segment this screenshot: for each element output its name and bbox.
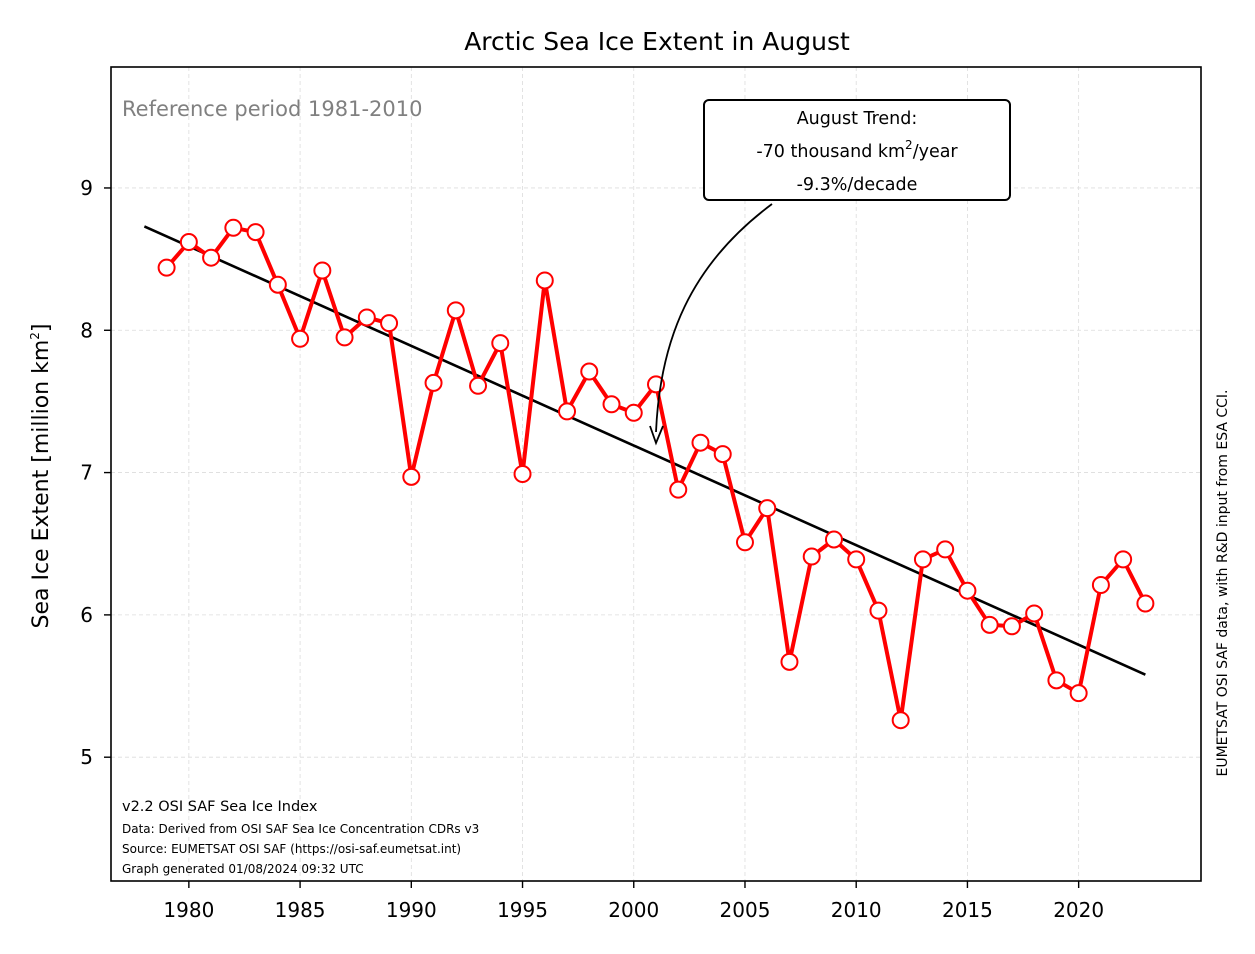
source-line-4: Graph generated 01/08/2024 09:32 UTC (122, 862, 364, 876)
annotation-line-2-main: -70 thousand km (756, 142, 905, 162)
data-point (357, 308, 376, 327)
data-point (469, 376, 488, 395)
data-point (824, 530, 843, 549)
data-point (535, 271, 554, 290)
data-point (1069, 684, 1088, 703)
x-tick-label: 2020 (1053, 898, 1104, 922)
reference-period-note: Reference period 1981-2010 (122, 97, 422, 121)
x-tick-label: 2015 (942, 898, 993, 922)
data-point (913, 550, 932, 569)
x-tick-label: 2000 (608, 898, 659, 922)
data-point (446, 301, 465, 320)
data-point (802, 547, 821, 566)
chart-title: Arctic Sea Ice Extent in August (464, 27, 850, 56)
data-point (780, 652, 799, 671)
data-point (669, 480, 688, 499)
data-point (847, 550, 866, 569)
y-tick-label: 9 (80, 176, 93, 200)
data-point (580, 362, 599, 381)
source-block: v2.2 OSI SAF Sea Ice Index Data: Derived… (122, 799, 479, 876)
series-layer (157, 218, 1155, 730)
source-line-2: Data: Derived from OSI SAF Sea Ice Conce… (122, 822, 479, 836)
y-tick-label: 8 (80, 318, 93, 342)
y-axis-label-sup: 2 (28, 332, 42, 340)
data-point (202, 248, 221, 267)
x-tick-label: 1995 (497, 898, 548, 922)
annotation-line-3: -9.3%/decade (797, 175, 918, 195)
data-point (380, 314, 399, 333)
data-point (1136, 594, 1155, 613)
data-point (980, 615, 999, 634)
data-point (224, 218, 243, 237)
y-tick-label: 7 (80, 461, 93, 485)
data-point (1025, 604, 1044, 623)
annotation-line-2-sup: 2 (905, 138, 913, 152)
annotation-box (703, 99, 1011, 201)
y-axis-label-main: Sea Ice Extent [million km (29, 340, 54, 629)
data-point (869, 601, 888, 620)
data-point (602, 395, 621, 414)
trend-annotation: August Trend: -70 thousand km2/year -9.3… (649, 99, 1011, 446)
x-tick-label: 1980 (163, 898, 214, 922)
y-axis-label-end: ] (29, 324, 54, 333)
data-point (958, 581, 977, 600)
data-point (891, 711, 910, 730)
x-tick-label: 1985 (275, 898, 326, 922)
annotation-arrow (655, 203, 773, 433)
data-point (157, 258, 176, 277)
data-point (335, 328, 354, 347)
data-point (624, 403, 643, 422)
data-point (558, 402, 577, 421)
x-tick-label: 2010 (831, 898, 882, 922)
annotation-arrowhead (649, 425, 664, 446)
side-credit: EUMETSAT OSI SAF data, with R&D input fr… (1215, 389, 1231, 776)
y-axis-label: Sea Ice Extent [million km2] (28, 324, 54, 629)
annotation-line-1: August Trend: (797, 109, 918, 129)
data-point (758, 499, 777, 518)
x-tick-label: 1990 (386, 898, 437, 922)
data-point (491, 334, 510, 353)
data-point (713, 445, 732, 464)
x-tick-label: 2005 (720, 898, 771, 922)
data-point (313, 261, 332, 280)
data-point (1047, 671, 1066, 690)
annotation-line-2-end: /year (913, 142, 959, 162)
trend-layer (143, 225, 1146, 676)
data-point (402, 467, 421, 486)
series-line (165, 225, 1148, 723)
data-point (268, 275, 287, 294)
y-tick-label: 5 (80, 745, 93, 769)
y-tick-label: 6 (80, 603, 93, 627)
data-point (735, 533, 754, 552)
data-point (513, 465, 532, 483)
data-point (936, 540, 955, 559)
data-point (246, 223, 265, 242)
annotation-line-2: -70 thousand km2/year (756, 138, 958, 162)
data-point (1091, 576, 1110, 594)
data-point (179, 233, 198, 252)
source-line-1: v2.2 OSI SAF Sea Ice Index (122, 799, 318, 815)
axes-layer: 1980 1985 1990 1995 2000 2005 2010 2015 2020 5 6 7 8… (80, 66, 1202, 922)
data-point (291, 329, 310, 348)
grid (111, 67, 1201, 881)
source-line-3: Source: EUMETSAT OSI SAF (https://osi-sa… (122, 842, 461, 856)
data-point (1114, 550, 1133, 569)
plot-frame (110, 66, 1202, 882)
data-point (424, 373, 443, 392)
data-point (1002, 617, 1021, 636)
trend-line (143, 225, 1146, 676)
data-point (691, 433, 710, 452)
